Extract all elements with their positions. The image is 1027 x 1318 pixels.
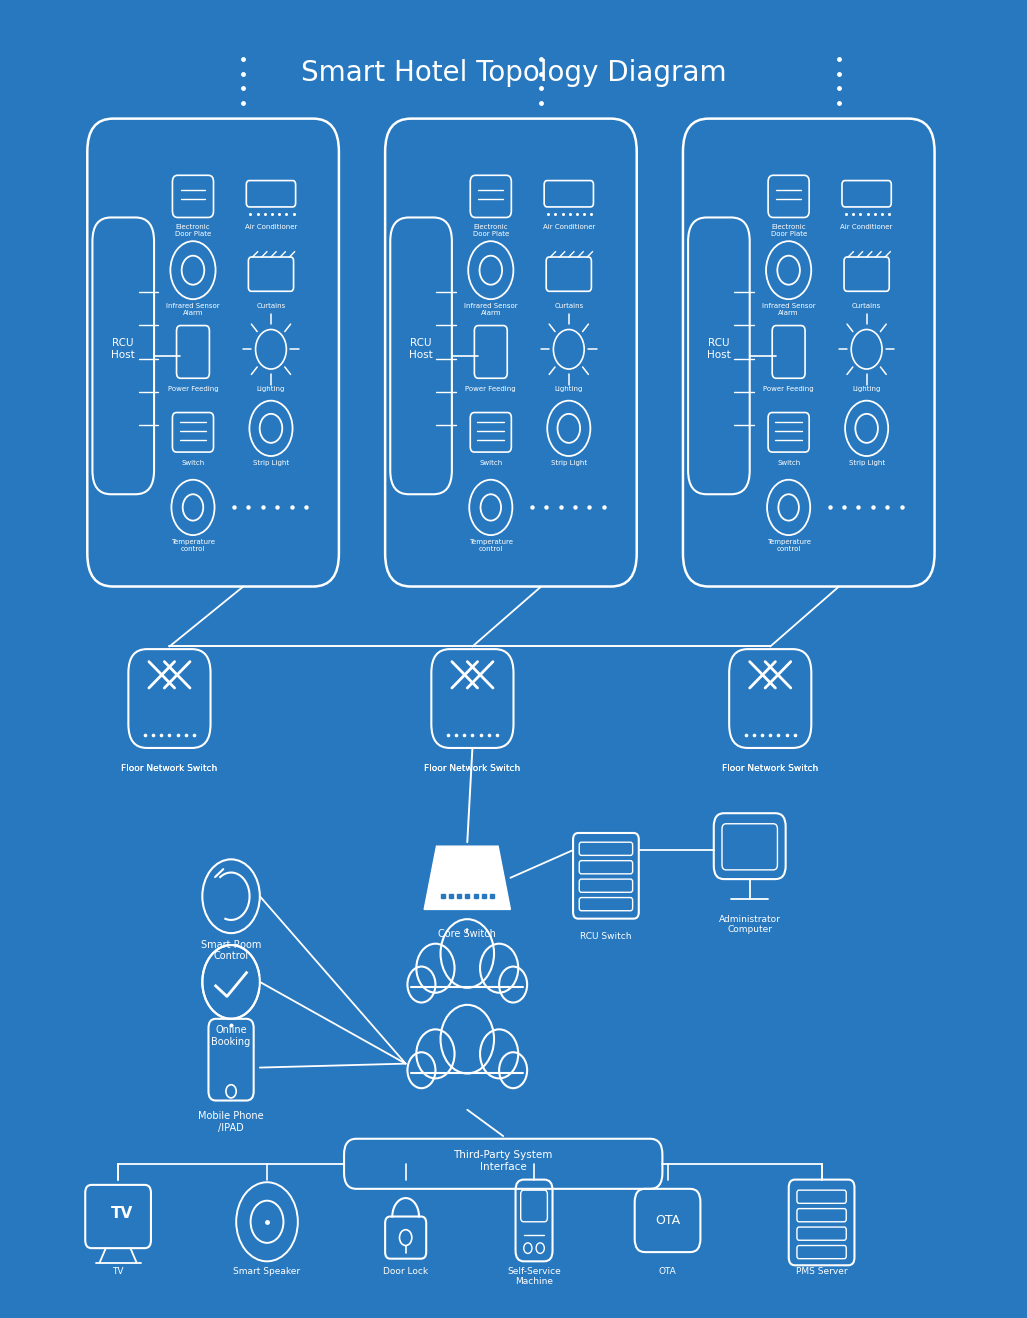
Text: Lighting: Lighting [257, 386, 286, 393]
Text: Curtains: Curtains [555, 303, 583, 310]
Text: TV: TV [111, 1206, 134, 1222]
Text: Online
Booking: Online Booking [212, 1025, 251, 1046]
Text: Strip Light: Strip Light [253, 460, 289, 467]
Text: Mobile Phone
/IPAD: Mobile Phone /IPAD [198, 1111, 264, 1132]
Text: Floor Network Switch: Floor Network Switch [424, 764, 521, 772]
Text: Air Conditioner: Air Conditioner [244, 224, 297, 231]
Text: Floor Network Switch: Floor Network Switch [722, 764, 819, 772]
Text: Administrator
Computer: Administrator Computer [719, 915, 781, 934]
Text: RCU
Host: RCU Host [111, 339, 136, 360]
Text: TV: TV [112, 1267, 124, 1276]
Text: Switch: Switch [777, 460, 800, 467]
Text: Smart Speaker: Smart Speaker [233, 1267, 301, 1276]
Text: Curtains: Curtains [257, 303, 286, 310]
Text: PMS Server: PMS Server [796, 1267, 847, 1276]
Text: Power Feeding: Power Feeding [465, 386, 517, 393]
Text: RCU
Host: RCU Host [409, 339, 433, 360]
Text: OTA: OTA [658, 1267, 677, 1276]
Text: Switch: Switch [480, 460, 502, 467]
Text: Infrared Sensor
Alarm: Infrared Sensor Alarm [762, 303, 815, 316]
Text: Self-Service
Machine: Self-Service Machine [507, 1267, 561, 1286]
Text: Lighting: Lighting [555, 386, 583, 393]
Text: Core Switch: Core Switch [439, 929, 496, 940]
Text: OTA: OTA [655, 1214, 680, 1227]
Text: Infrared Sensor
Alarm: Infrared Sensor Alarm [166, 303, 220, 316]
Text: Third-Party System
Interface: Third-Party System Interface [454, 1151, 553, 1172]
Text: RCU Switch: RCU Switch [580, 932, 632, 941]
Text: Temperature
control: Temperature control [468, 539, 512, 552]
Text: Floor Network Switch: Floor Network Switch [121, 764, 218, 772]
Text: Electronic
Door Plate: Electronic Door Plate [175, 224, 212, 237]
Text: Electronic
Door Plate: Electronic Door Plate [770, 224, 807, 237]
Text: Infrared Sensor
Alarm: Infrared Sensor Alarm [464, 303, 518, 316]
Text: Air Conditioner: Air Conditioner [840, 224, 892, 231]
Polygon shape [424, 846, 510, 909]
Text: Temperature
control: Temperature control [170, 539, 215, 552]
Text: Strip Light: Strip Light [550, 460, 586, 467]
Text: Strip Light: Strip Light [848, 460, 884, 467]
Text: Power Feeding: Power Feeding [763, 386, 814, 393]
Text: Temperature
control: Temperature control [766, 539, 810, 552]
Text: Floor Network Switch: Floor Network Switch [722, 764, 819, 772]
Text: Floor Network Switch: Floor Network Switch [424, 764, 521, 772]
Text: Smart Hotel Topology Diagram: Smart Hotel Topology Diagram [301, 59, 726, 87]
Text: Curtains: Curtains [852, 303, 881, 310]
Text: Smart Room
Control: Smart Room Control [201, 940, 261, 961]
Text: Lighting: Lighting [852, 386, 881, 393]
Text: Power Feeding: Power Feeding [167, 386, 219, 393]
Text: Electronic
Door Plate: Electronic Door Plate [472, 224, 509, 237]
Text: Floor Network Switch: Floor Network Switch [121, 764, 218, 772]
Text: Door Lock: Door Lock [383, 1267, 428, 1276]
Text: Switch: Switch [182, 460, 204, 467]
Text: RCU
Host: RCU Host [707, 339, 731, 360]
Text: Air Conditioner: Air Conditioner [542, 224, 595, 231]
